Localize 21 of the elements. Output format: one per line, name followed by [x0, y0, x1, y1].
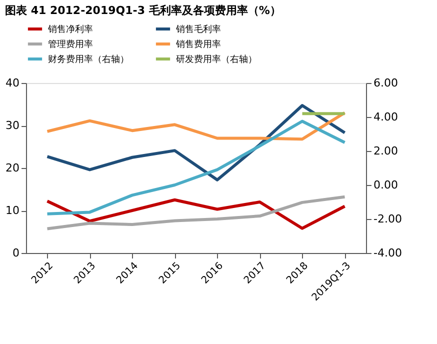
- y-tick-label: 20: [6, 162, 20, 174]
- legend-label: 财务费用率（右轴）: [48, 54, 129, 65]
- legend-label: 销售毛利率: [175, 24, 221, 35]
- legend-label: 研发费用率（右轴）: [176, 54, 257, 65]
- y-tick-label: 10: [6, 204, 20, 217]
- y2-tick-label: -4.00: [374, 246, 402, 260]
- line-series: [46, 120, 346, 216]
- legend-label: 销售净利率: [47, 24, 93, 35]
- legend-label: 管理费用率: [48, 39, 93, 50]
- line-series: [46, 104, 346, 182]
- y-tick-label: 30: [6, 119, 20, 132]
- y2-tick-label: 4.00: [374, 110, 398, 124]
- y2-tick-label: 6.00: [374, 76, 398, 90]
- legend-label: 销售费用率: [175, 39, 221, 50]
- line-series: [46, 111, 346, 141]
- chart-title: 图表 41 2012-2019Q1-3 毛利率及各项费用率（%）: [5, 4, 281, 17]
- y-tick-label: 0: [12, 246, 20, 260]
- y-tick-label: 40: [6, 76, 20, 90]
- y2-tick-label: 2.00: [374, 144, 398, 158]
- y2-tick-label: -2.00: [374, 212, 402, 226]
- y2-tick-label: 0.00: [374, 178, 398, 192]
